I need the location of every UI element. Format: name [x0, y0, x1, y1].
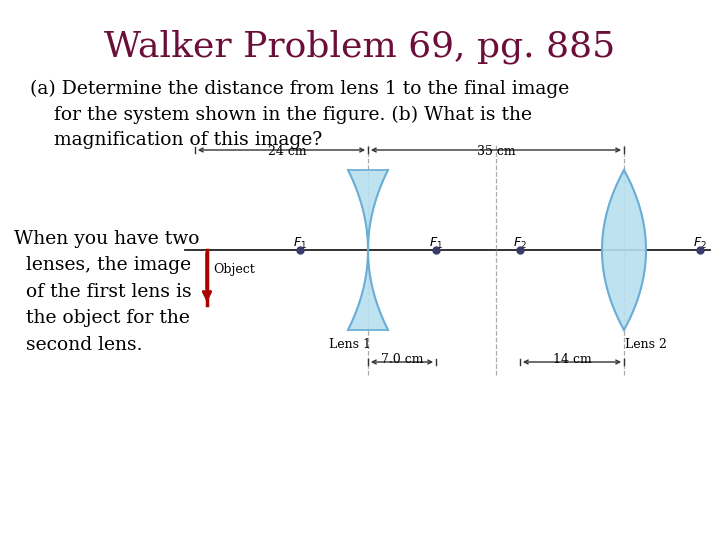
Text: $F_1$: $F_1$: [429, 236, 443, 251]
Polygon shape: [348, 170, 388, 330]
Text: 35 cm: 35 cm: [477, 145, 516, 158]
Text: When you have two
  lenses, the image
  of the first lens is
  the object for th: When you have two lenses, the image of t…: [14, 230, 199, 354]
Text: 24 cm: 24 cm: [268, 145, 307, 158]
Text: $F_1$: $F_1$: [293, 236, 307, 251]
Text: $F_2$: $F_2$: [513, 236, 527, 251]
Text: 14 cm: 14 cm: [553, 353, 591, 366]
Text: Object: Object: [213, 264, 255, 276]
Text: (a) Determine the distance from lens 1 to the final image
    for the system sho: (a) Determine the distance from lens 1 t…: [30, 80, 570, 148]
Text: 7.0 cm: 7.0 cm: [381, 353, 423, 366]
Text: Lens 1: Lens 1: [329, 338, 371, 351]
Text: Walker Problem 69, pg. 885: Walker Problem 69, pg. 885: [104, 30, 616, 64]
Text: Lens 2: Lens 2: [625, 338, 667, 351]
Polygon shape: [602, 170, 646, 330]
Text: $F_2$: $F_2$: [693, 236, 707, 251]
